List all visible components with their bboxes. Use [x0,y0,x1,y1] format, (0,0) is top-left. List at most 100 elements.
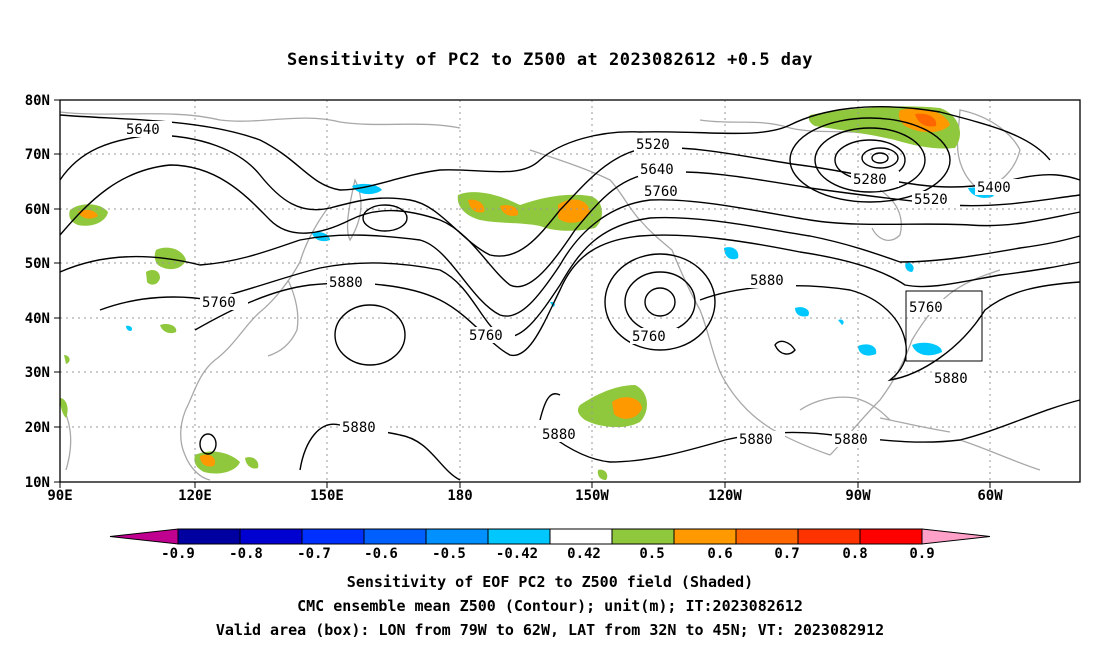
sensitivity-area-orange [500,205,519,216]
lat-tick-label: 50N [25,256,50,272]
z500-contours [59,105,1081,481]
lat-tick-label: 80N [25,93,50,109]
colorbar-segment [859,528,923,545]
coastlines [59,109,1041,481]
valid-area-box [905,290,983,362]
caption-shaded: Sensitivity of EOF PC2 to Z500 field (Sh… [346,573,754,591]
lat-tick-label: 70N [25,147,50,163]
lon-tick-label: 60W [977,488,1003,504]
sensitivity-area-cyan [795,307,809,317]
colorbar-label: -0.9 [161,546,195,562]
colorbar-segment [425,528,489,545]
coastline-gulf [799,396,891,421]
contour-label: 5520 [636,137,670,153]
coastline-asia-north [59,111,461,129]
lat-tick-label: 30N [25,365,50,381]
sensitivity-area-green [160,323,177,334]
contour-line [59,105,1051,191]
contour-label: 5880 [834,432,868,448]
negative-sensitivity-areas [126,183,994,356]
sensitivity-area-green [245,457,259,469]
colorbar-label: 0.42 [567,546,601,562]
lat-tick-label: 60N [25,202,50,218]
map-frame [59,99,1081,483]
contour-line [774,340,796,355]
contour-line [199,433,217,455]
caption-contour: CMC ensemble mean Z500 (Contour); unit(m… [297,597,803,615]
coastline-asia-east [180,204,331,481]
contour-label: 5880 [342,420,376,436]
coastline-caribbean [879,417,951,433]
colorbar-segment [487,528,551,545]
contour-label: 5520 [914,192,948,208]
gridlines [60,100,1080,482]
sensitivity-area-cyan [724,247,739,260]
colorbar-label: 0.7 [774,546,799,562]
contour-line [604,253,716,351]
colorbar-label: 0.6 [707,546,732,562]
contour-line [362,204,408,232]
colorbar-labels: -0.9 -0.8 -0.7 -0.6 -0.5 -0.42 0.42 0.5 … [161,546,935,562]
contour-line [334,304,406,366]
sensitivity-area-orange [558,199,590,223]
coastline-alaska [529,149,673,251]
colorbar-label: 0.5 [639,546,664,562]
lon-tick-label: 90E [47,488,72,504]
contour-label: 5760 [469,328,503,344]
contour-line [549,399,1081,463]
positive-sensitivity-areas [60,106,960,480]
sensitivity-area-cyan [858,344,877,356]
contour-labels: 5640 5520 5640 5760 5280 5400 5520 5760 … [124,121,1023,448]
sensitivity-area-green [597,469,608,480]
contour-line [644,287,676,317]
contour-line [624,271,696,333]
contour-line [789,117,951,203]
contour-label: 5640 [640,162,674,178]
lon-tick-label: 180 [447,488,472,504]
axis-ticks [54,99,991,488]
contour-label: 5280 [853,172,887,188]
colorbar-segment [177,528,241,545]
colorbar-segment [611,528,675,545]
lon-tick-label: 150E [310,488,344,504]
coastline-arctic-islands [699,119,881,137]
contour-label: 5760 [909,300,943,316]
contour-line [699,281,1081,382]
colorbar-label: 0.9 [909,546,934,562]
colorbar-segment [363,528,427,545]
colorbar-segment [735,528,799,545]
colorbar-label: -0.8 [229,546,263,562]
colorbar-segment [549,528,613,545]
coastline-kamchatka [346,178,362,242]
colorbar-label: -0.42 [496,546,538,562]
sensitivity-area-orange [78,209,98,219]
contour-label: 5880 [739,432,773,448]
colorbar-segment [673,528,737,545]
sensitivity-area-cyan [912,342,942,356]
contour-line [539,393,561,421]
contour-label: 5640 [126,122,160,138]
contour-line [99,216,1081,338]
lat-tick-label: 40N [25,311,50,327]
sensitivity-area-green [194,451,240,474]
sensitivity-area-cyan [905,262,914,272]
contour-label: 5760 [644,184,678,200]
sensitivity-area-green [64,355,70,364]
colorbar-segment [797,528,861,545]
colorbar [109,528,991,545]
sensitivity-area-green [60,398,68,418]
colorbar-end-triangle [921,528,991,545]
lon-tick-label: 120W [708,488,742,504]
sensitivity-area-orange [200,454,216,467]
chart-title: Sensitivity of PC2 to Z500 at 2023082612… [286,50,813,70]
lon-tick-label: 150W [575,488,609,504]
lon-tick-label: 120E [178,488,212,504]
contour-line [814,127,926,193]
coastline-south-america [959,439,1041,471]
sensitivity-area-green [154,247,186,270]
contour-label: 5880 [750,273,784,289]
contour-label: 5880 [934,371,968,387]
lat-tick-label: 20N [25,420,50,436]
lon-tick-label: 90W [845,488,871,504]
